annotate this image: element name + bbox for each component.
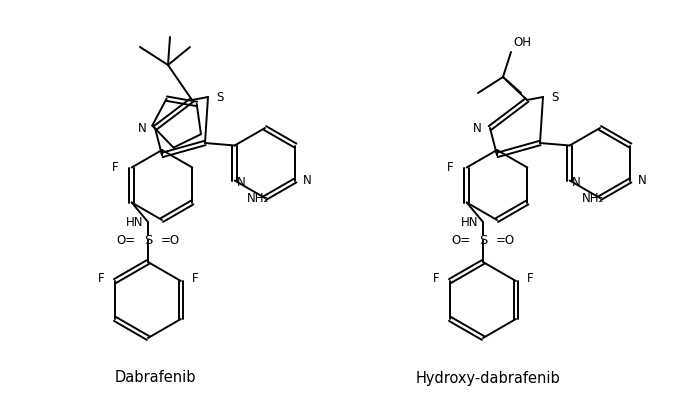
Text: N: N (473, 122, 482, 135)
Text: HN: HN (126, 216, 143, 228)
Text: Hydroxy-dabrafenib: Hydroxy-dabrafenib (416, 371, 560, 386)
Text: F: F (98, 273, 105, 286)
Text: S: S (551, 90, 558, 103)
Text: F: F (192, 273, 198, 286)
Text: NH₂: NH₂ (582, 192, 604, 205)
Text: OH: OH (513, 36, 531, 49)
Text: HN: HN (460, 216, 478, 228)
Text: NH₂: NH₂ (246, 192, 269, 205)
Text: F: F (112, 161, 119, 174)
Text: O=: O= (452, 233, 470, 246)
Text: N: N (237, 176, 246, 189)
Text: N: N (639, 174, 647, 187)
Text: N: N (138, 122, 147, 135)
Text: =O: =O (495, 233, 514, 246)
Text: S: S (479, 233, 487, 246)
Text: S: S (144, 233, 152, 246)
Text: F: F (433, 273, 439, 286)
Text: =O: =O (161, 233, 180, 246)
Text: S: S (216, 90, 223, 103)
Text: O=: O= (117, 233, 136, 246)
Text: F: F (447, 161, 454, 174)
Text: Dabrafenib: Dabrafenib (114, 371, 196, 386)
Text: N: N (572, 176, 580, 189)
Text: N: N (303, 174, 312, 187)
Text: F: F (526, 273, 533, 286)
